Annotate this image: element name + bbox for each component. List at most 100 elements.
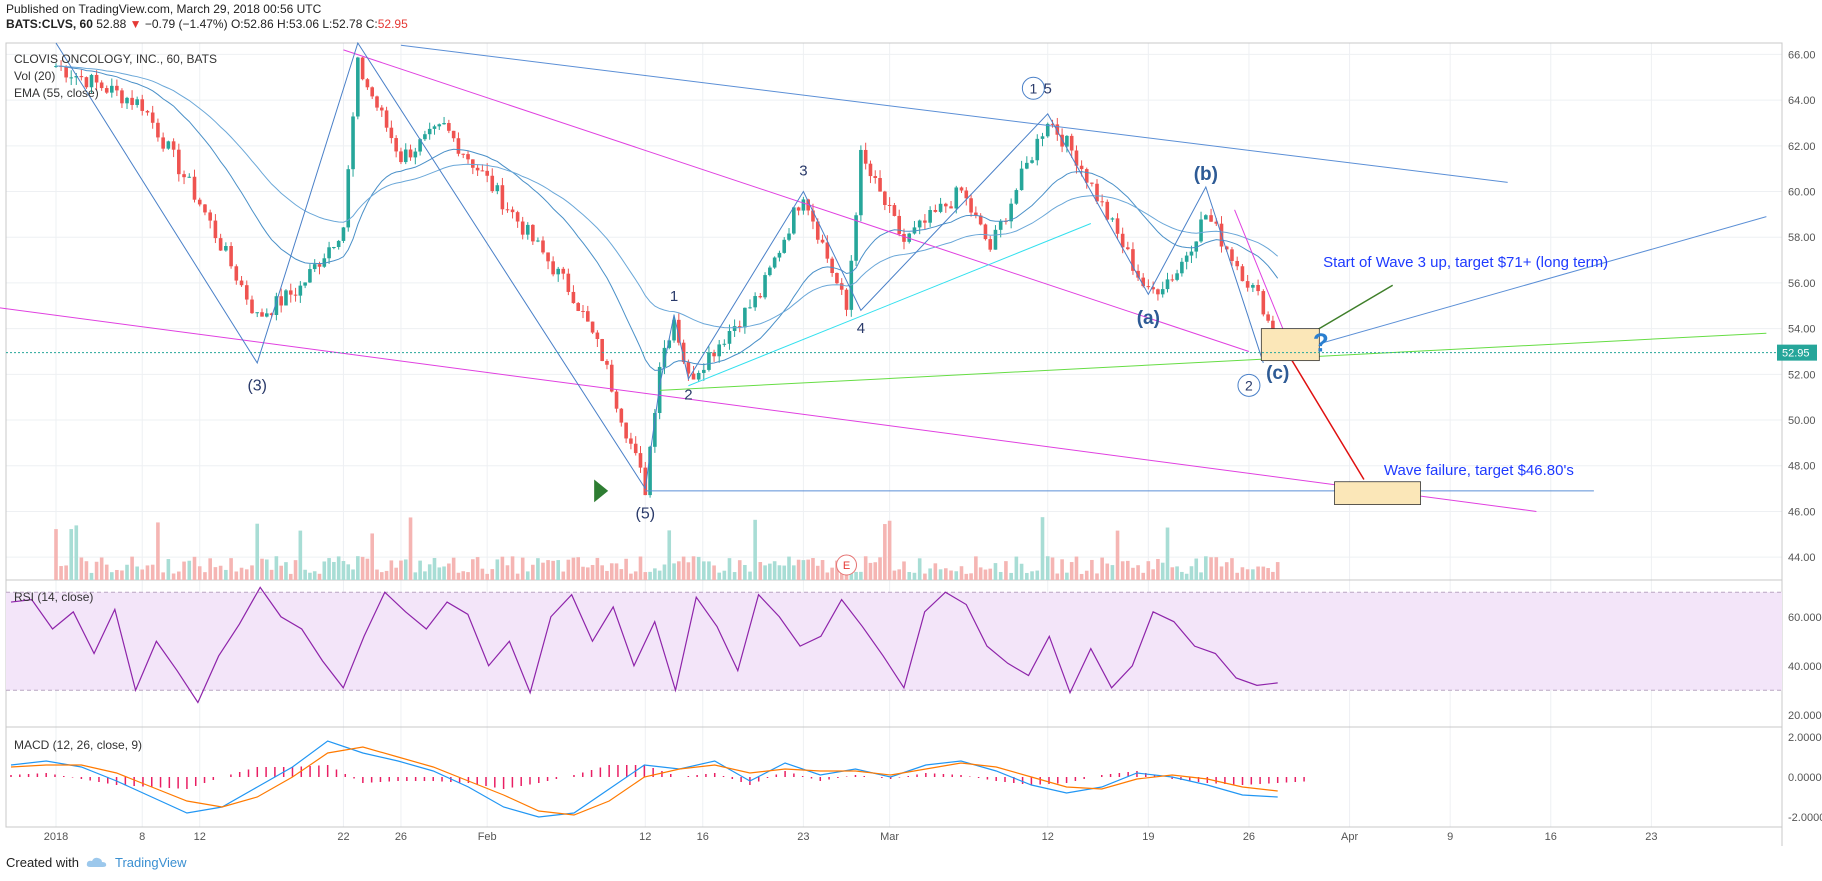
volume-bar (1146, 561, 1151, 580)
volume-bar (1251, 569, 1255, 580)
volume-bar (408, 517, 413, 580)
volume-bar (801, 560, 806, 580)
candle-body (732, 326, 737, 331)
volume-bar (576, 557, 581, 580)
x-tick-label: Feb (478, 831, 497, 843)
volume-bar (1160, 562, 1165, 580)
candle-body (156, 122, 160, 138)
candle-body (619, 408, 624, 423)
volume-bar (427, 564, 432, 580)
candle-body (974, 212, 978, 216)
rsi-pane: 60.0000 40.0000 20.0000 (6, 586, 1822, 722)
candle-body (978, 215, 983, 225)
candle-body (1230, 249, 1234, 261)
candle-body (954, 187, 959, 209)
footer: Created with TradingView (6, 855, 187, 870)
candle-body (614, 391, 619, 409)
created-with-label: Created with (6, 855, 79, 870)
candle-body (1209, 215, 1213, 222)
volume-bar (619, 569, 624, 580)
volume-bar (595, 557, 600, 580)
candle-body (820, 239, 825, 243)
volume-bar (394, 567, 398, 580)
candle-body (413, 151, 418, 158)
volume-bar (551, 560, 555, 580)
volume-bar (758, 562, 763, 580)
volume-bar (1084, 570, 1089, 580)
volume-bar (585, 567, 590, 580)
cyan-trendline (688, 223, 1092, 387)
candle-body (520, 221, 525, 235)
failure-target-box (1334, 481, 1421, 505)
volume-bar (556, 560, 561, 580)
candle-body (643, 467, 648, 496)
volume-bar (437, 567, 442, 580)
volume-bar (260, 558, 264, 580)
volume-bar (954, 571, 959, 580)
tradingview-brand[interactable]: TradingView (114, 855, 187, 870)
x-tick-label: 26 (395, 831, 407, 843)
volume-bar (1184, 573, 1189, 580)
candle-body (269, 313, 274, 315)
signal-line (10, 746, 1278, 816)
volume-bar (825, 572, 830, 580)
volume-bar (451, 557, 456, 580)
candle-body (863, 149, 868, 164)
volume-bar (1214, 557, 1219, 580)
volume-bar (399, 560, 403, 580)
candle-body (1251, 284, 1255, 288)
candle-body (609, 364, 614, 392)
volume-bar (418, 560, 422, 580)
volume-bar (1045, 556, 1050, 580)
candle-body (308, 269, 312, 283)
wave-circle (1237, 373, 1261, 397)
candle-body (213, 220, 218, 239)
candle-body (887, 204, 892, 206)
earnings-marker: E (843, 560, 850, 572)
candle-body (772, 257, 777, 268)
candle-body (447, 123, 451, 131)
candle-body (303, 282, 307, 286)
candle-body (633, 443, 638, 454)
candle-body (279, 296, 283, 306)
candle-body (1065, 135, 1069, 147)
candle-body (379, 107, 384, 111)
candle-body (1014, 190, 1019, 204)
candle-body (928, 209, 932, 223)
candle-body (356, 57, 360, 117)
volume-bar (917, 558, 922, 580)
volume-bar (691, 556, 696, 580)
candle-body (1131, 249, 1135, 271)
y-tick-label: 52.00 (1788, 369, 1816, 381)
volume-bar (515, 573, 520, 580)
candle-body (224, 246, 228, 251)
candle-body (293, 294, 298, 296)
candle-body (801, 199, 806, 211)
volume-bar (279, 565, 283, 580)
volume-bar (505, 565, 510, 580)
candle-body (737, 326, 742, 328)
candle-body (525, 224, 530, 235)
chart-canvas[interactable]: 52.95 60.0000 40.0000 20.0000 2.0000 0.0000… (0, 0, 1822, 855)
volume-bar (792, 565, 796, 580)
volume-bar (969, 573, 973, 580)
volume-bar (531, 564, 535, 580)
candle-body (1030, 160, 1034, 163)
volume-bar (662, 564, 667, 580)
volume-bar (156, 522, 160, 580)
volume-bar (763, 565, 767, 580)
volume-bar (64, 565, 68, 580)
candle-body (150, 112, 155, 123)
candle-body (600, 339, 604, 361)
volume-bar (1040, 517, 1045, 580)
candle-body (208, 212, 212, 221)
candle-body (556, 268, 561, 275)
volume-bar (69, 529, 74, 580)
volume-bar (115, 569, 119, 580)
candle-body (787, 233, 791, 240)
candle-body (595, 332, 600, 340)
candle-body (1235, 260, 1239, 267)
candle-body (546, 252, 550, 262)
failure-arrow (1291, 360, 1365, 480)
